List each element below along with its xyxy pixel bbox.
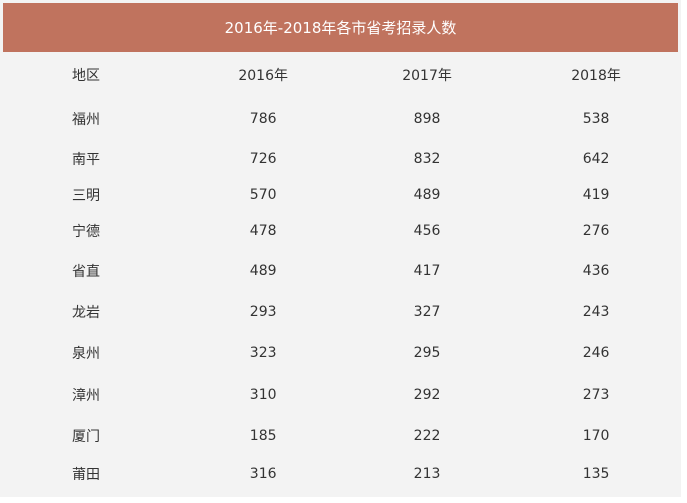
- cell-2016: 726: [249, 151, 277, 167]
- header-row: 地区 2016年 2017年 2018年: [3, 52, 678, 98]
- cell-2017: 489: [413, 187, 441, 203]
- table-row: 厦门 185 222 170: [3, 416, 678, 456]
- cell-2016: 310: [249, 386, 277, 403]
- cell-2018: 276: [582, 223, 610, 239]
- cell-region: 宁德: [72, 224, 100, 240]
- cell-2018: 246: [582, 345, 610, 361]
- cell-2017: 456: [413, 223, 441, 239]
- header-region: 地区: [72, 68, 100, 84]
- cell-2018: 243: [582, 304, 610, 320]
- cell-2017: 898: [413, 111, 441, 127]
- table-row: 三明 570 489 419: [3, 178, 678, 212]
- cell-2016: 478: [249, 223, 277, 239]
- cell-2016: 316: [249, 466, 277, 482]
- table-row: 漳州 310 292 273: [3, 373, 678, 416]
- cell-2017: 327: [413, 304, 441, 320]
- table-row: 泉州 323 295 246: [3, 333, 678, 373]
- table-row: 莆田 316 213 135: [3, 456, 678, 492]
- cell-2018: 419: [582, 187, 610, 203]
- cell-2018: 436: [582, 262, 610, 279]
- cell-2018: 642: [582, 151, 610, 167]
- cell-2018: 273: [582, 386, 610, 403]
- cell-2017: 292: [413, 386, 441, 403]
- cell-2017: 417: [413, 262, 441, 279]
- cell-region: 泉州: [72, 346, 100, 362]
- table-row: 龙岩 293 327 243: [3, 291, 678, 333]
- cell-region: 三明: [72, 188, 100, 204]
- cell-region: 莆田: [72, 467, 100, 483]
- cell-2016: 489: [249, 262, 277, 279]
- table-row: 省直 489 417 436: [3, 250, 678, 291]
- cell-region: 福州: [72, 112, 100, 128]
- cell-2017: 222: [413, 428, 441, 444]
- cell-2016: 570: [249, 187, 277, 203]
- cell-2016: 323: [249, 345, 277, 361]
- table-row: 福州 786 898 538: [3, 98, 678, 140]
- table-row: 宁德 478 456 276: [3, 212, 678, 250]
- cell-2017: 295: [413, 345, 441, 361]
- cell-2017: 213: [413, 466, 441, 482]
- cell-region: 漳州: [72, 387, 100, 404]
- cell-2016: 293: [249, 304, 277, 320]
- cell-region: 省直: [72, 263, 100, 280]
- header-2016: 2016年: [238, 68, 288, 84]
- cell-2016: 185: [249, 428, 277, 444]
- table-row: 南平 726 832 642: [3, 140, 678, 178]
- cell-2018: 135: [582, 466, 610, 482]
- cell-2018: 170: [582, 428, 610, 444]
- cell-2018: 538: [582, 111, 610, 127]
- cell-region: 厦门: [72, 429, 100, 445]
- table-title: 2016年-2018年各市省考招录人数: [3, 3, 678, 52]
- cell-region: 南平: [72, 152, 100, 168]
- data-table: 地区 2016年 2017年 2018年 福州 786 898 538 南平 7…: [3, 52, 678, 492]
- cell-2017: 832: [413, 151, 441, 167]
- header-2017: 2017年: [402, 68, 452, 84]
- header-2018: 2018年: [571, 68, 621, 84]
- cell-2016: 786: [249, 111, 277, 127]
- cell-region: 龙岩: [72, 305, 100, 321]
